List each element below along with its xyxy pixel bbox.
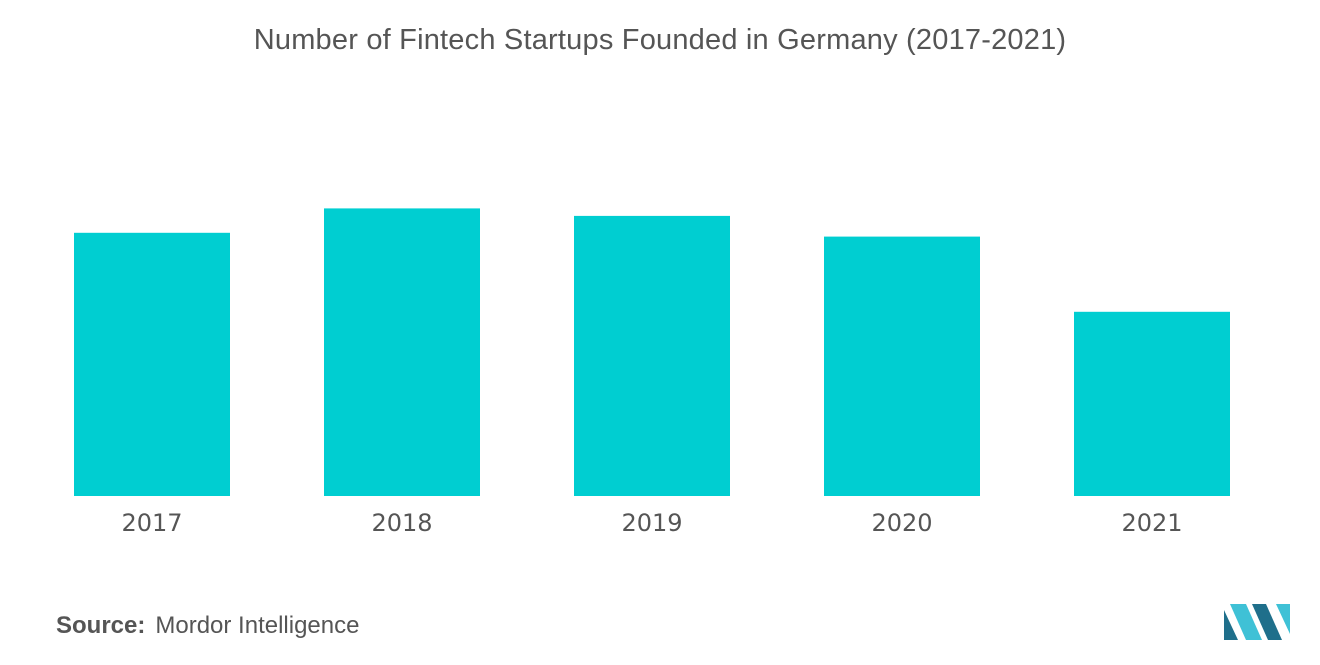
x-tick-label-2018: 2018 — [371, 509, 432, 537]
bar-chart: 2017 2018 2019 2020 2021 — [74, 208, 1230, 537]
bar-2021 — [1074, 311, 1230, 496]
source-label: Source: — [56, 612, 146, 639]
chart-title: Number of Fintech Startups Founded in Ge… — [253, 24, 1067, 56]
x-tick-label-2017: 2017 — [121, 509, 182, 537]
bar-2019 — [574, 215, 730, 496]
bar-2018 — [324, 208, 480, 496]
mordor-intelligence-logo-icon — [1224, 604, 1290, 640]
bar-group — [74, 208, 1230, 497]
x-tick-label-2020: 2020 — [871, 509, 932, 537]
x-tick-label-2019: 2019 — [621, 509, 682, 537]
source-value: Mordor Intelligence — [155, 612, 360, 639]
source-note: Source: Mordor Intelligence — [56, 612, 359, 640]
bar-2017 — [74, 232, 230, 497]
bar-2020 — [824, 236, 980, 496]
x-axis-ticks: 2017 2018 2019 2020 2021 — [121, 509, 1182, 537]
x-tick-label-2021: 2021 — [1121, 509, 1182, 537]
